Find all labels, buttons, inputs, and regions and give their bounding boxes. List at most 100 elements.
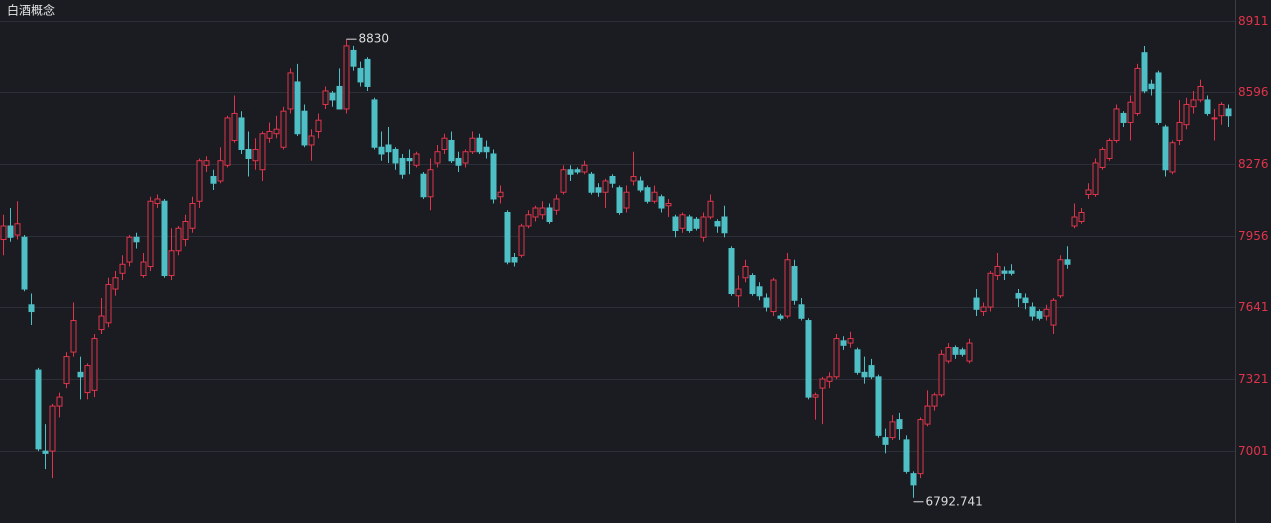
candle-body <box>665 202 672 207</box>
candle-body <box>399 157 406 175</box>
candle-body <box>420 173 427 198</box>
candle-body <box>154 198 161 204</box>
candle-body <box>371 99 378 148</box>
candle-body <box>273 128 280 135</box>
candle-body <box>623 191 630 209</box>
candle-body <box>980 306 987 313</box>
candle-body <box>350 49 357 67</box>
candle-body <box>105 284 112 324</box>
candle-body <box>210 175 217 184</box>
candle-body <box>749 275 756 295</box>
candle-body <box>553 198 560 211</box>
candle-body <box>490 153 497 200</box>
candle-body <box>1029 306 1036 317</box>
candle-body <box>1099 148 1106 168</box>
candle-body <box>322 90 329 105</box>
candle-body <box>119 263 126 274</box>
candle-body <box>868 365 875 378</box>
candle-body <box>84 365 91 394</box>
candle-body <box>203 160 210 166</box>
candle-body <box>595 187 602 193</box>
candle-body <box>427 169 434 198</box>
candle-body <box>1036 311 1043 319</box>
candle-body <box>91 338 98 391</box>
candle-body <box>1050 299 1057 326</box>
candle-body <box>1197 85 1204 101</box>
candle-body <box>448 139 455 162</box>
candle-body <box>1169 142 1176 173</box>
candle-body <box>280 110 287 148</box>
candle-body <box>637 180 644 191</box>
candle-body <box>1141 52 1148 92</box>
chart-title: 白酒概念 <box>7 3 55 18</box>
candle-body <box>1127 101 1134 123</box>
candle-body <box>392 148 399 164</box>
candle-body <box>777 315 784 319</box>
candle-body <box>812 394 819 398</box>
y-tick-label: 7641 <box>1238 300 1269 314</box>
candle-body <box>28 304 35 313</box>
candle-body <box>42 450 49 454</box>
candle-body <box>721 216 728 234</box>
candle-body <box>357 67 364 83</box>
candle-body <box>1113 108 1120 141</box>
candle-body <box>784 259 791 317</box>
candle-body <box>532 207 539 218</box>
candle-body <box>294 81 301 135</box>
candle-body <box>35 369 42 450</box>
candle-body <box>574 169 581 173</box>
candle-body <box>126 236 133 263</box>
candle-body <box>1001 270 1008 274</box>
candle-body <box>616 187 623 214</box>
candle-body <box>343 45 350 110</box>
candle-body <box>1148 83 1155 90</box>
candle-body <box>161 200 168 277</box>
candle-body <box>728 248 735 295</box>
candle-body <box>700 216 707 238</box>
candle-body <box>1218 103 1225 117</box>
candle-body <box>945 347 952 362</box>
candle-body <box>476 137 483 153</box>
candle-body <box>826 376 833 382</box>
candle-body <box>49 405 56 452</box>
y-tick-label: 8276 <box>1238 157 1269 171</box>
candle-body <box>952 347 959 355</box>
candle-body <box>889 421 896 439</box>
candle-body <box>175 227 182 252</box>
candle-body <box>609 175 616 184</box>
candle-body <box>413 153 420 166</box>
candle-body <box>497 191 504 198</box>
candle-body <box>791 266 798 301</box>
candle-body <box>644 187 651 202</box>
candle-body <box>504 212 511 263</box>
candle-body <box>1071 216 1078 227</box>
candle-body <box>861 371 868 378</box>
candle-body <box>1155 72 1162 123</box>
candle-body <box>182 221 189 241</box>
candle-body <box>966 342 973 362</box>
candle-body <box>1043 308 1050 317</box>
candle-body <box>483 146 490 153</box>
y-tick-label: 8596 <box>1238 85 1269 99</box>
candle-body <box>511 257 518 263</box>
candle-body <box>931 394 938 407</box>
candle-body <box>959 349 966 355</box>
candle-body <box>539 207 546 216</box>
candle-body <box>301 110 308 146</box>
candle-body <box>112 277 119 290</box>
candle-body <box>602 180 609 193</box>
candle-body <box>147 200 154 268</box>
candle-body <box>1057 259 1064 297</box>
candle-body <box>763 297 770 308</box>
candle-body <box>1225 108 1232 117</box>
candle-body <box>315 119 322 132</box>
candle-body <box>287 72 294 110</box>
candle-body <box>245 148 252 159</box>
candle-body <box>707 200 714 218</box>
annotation-label: 8830 <box>359 32 390 46</box>
candle-body <box>336 85 343 110</box>
candle-body <box>1176 121 1183 141</box>
candle-body <box>917 419 924 475</box>
candle-body <box>1085 189 1092 195</box>
